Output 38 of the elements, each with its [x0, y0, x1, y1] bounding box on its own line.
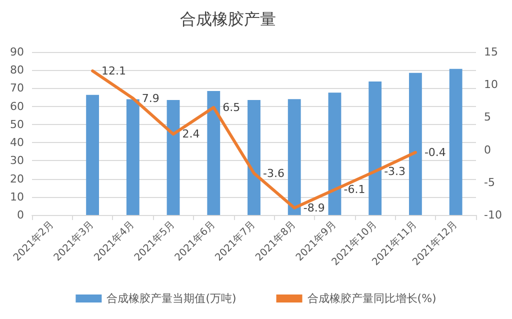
data-label: -8.9 — [303, 201, 325, 214]
y-tick-label: 30 — [10, 154, 24, 168]
bar — [86, 94, 100, 215]
data-label: -3.3 — [384, 164, 406, 178]
y-tick-label: 90 — [10, 46, 24, 58]
bar — [166, 100, 180, 215]
data-label: 2.4 — [182, 128, 200, 141]
y-tick-label: 20 — [10, 172, 24, 186]
data-label: 6.5 — [222, 100, 240, 114]
y2-tick-label: -10 — [484, 208, 502, 222]
y2-tick-label: 10 — [484, 78, 498, 92]
y2-tick-label: 0 — [484, 143, 491, 156]
data-label: -6.1 — [344, 183, 366, 196]
bar — [126, 99, 140, 215]
y-tick-label: 0 — [17, 208, 24, 222]
y2-tick-label: -5 — [484, 176, 495, 189]
bar — [207, 90, 220, 215]
legend-label: 合成橡胶产量当期值(万吨) — [106, 292, 236, 305]
y-tick-label: 70 — [10, 82, 24, 95]
data-label: -3.6 — [263, 166, 284, 180]
y-tick-label: 60 — [10, 100, 24, 113]
y-tick-label: 10 — [10, 190, 24, 204]
legend-label: 合成橡胶产量同比增长(%) — [307, 292, 436, 305]
y2-tick-label: 5 — [484, 110, 491, 124]
data-label: -0.4 — [424, 146, 446, 159]
bar — [408, 72, 422, 215]
data-label: 7.9 — [142, 92, 160, 105]
data-label: 12.1 — [102, 64, 126, 78]
y-tick-label: 80 — [10, 64, 24, 77]
y-tick-label: 50 — [10, 118, 24, 131]
chart-title: 合成橡胶产量 — [180, 10, 276, 28]
bar — [288, 99, 301, 215]
y2-tick-label: 15 — [484, 46, 498, 58]
bar — [368, 82, 382, 215]
bar — [248, 100, 260, 215]
y-tick-label: 40 — [10, 136, 24, 150]
bar — [449, 68, 462, 215]
bar — [328, 92, 342, 215]
